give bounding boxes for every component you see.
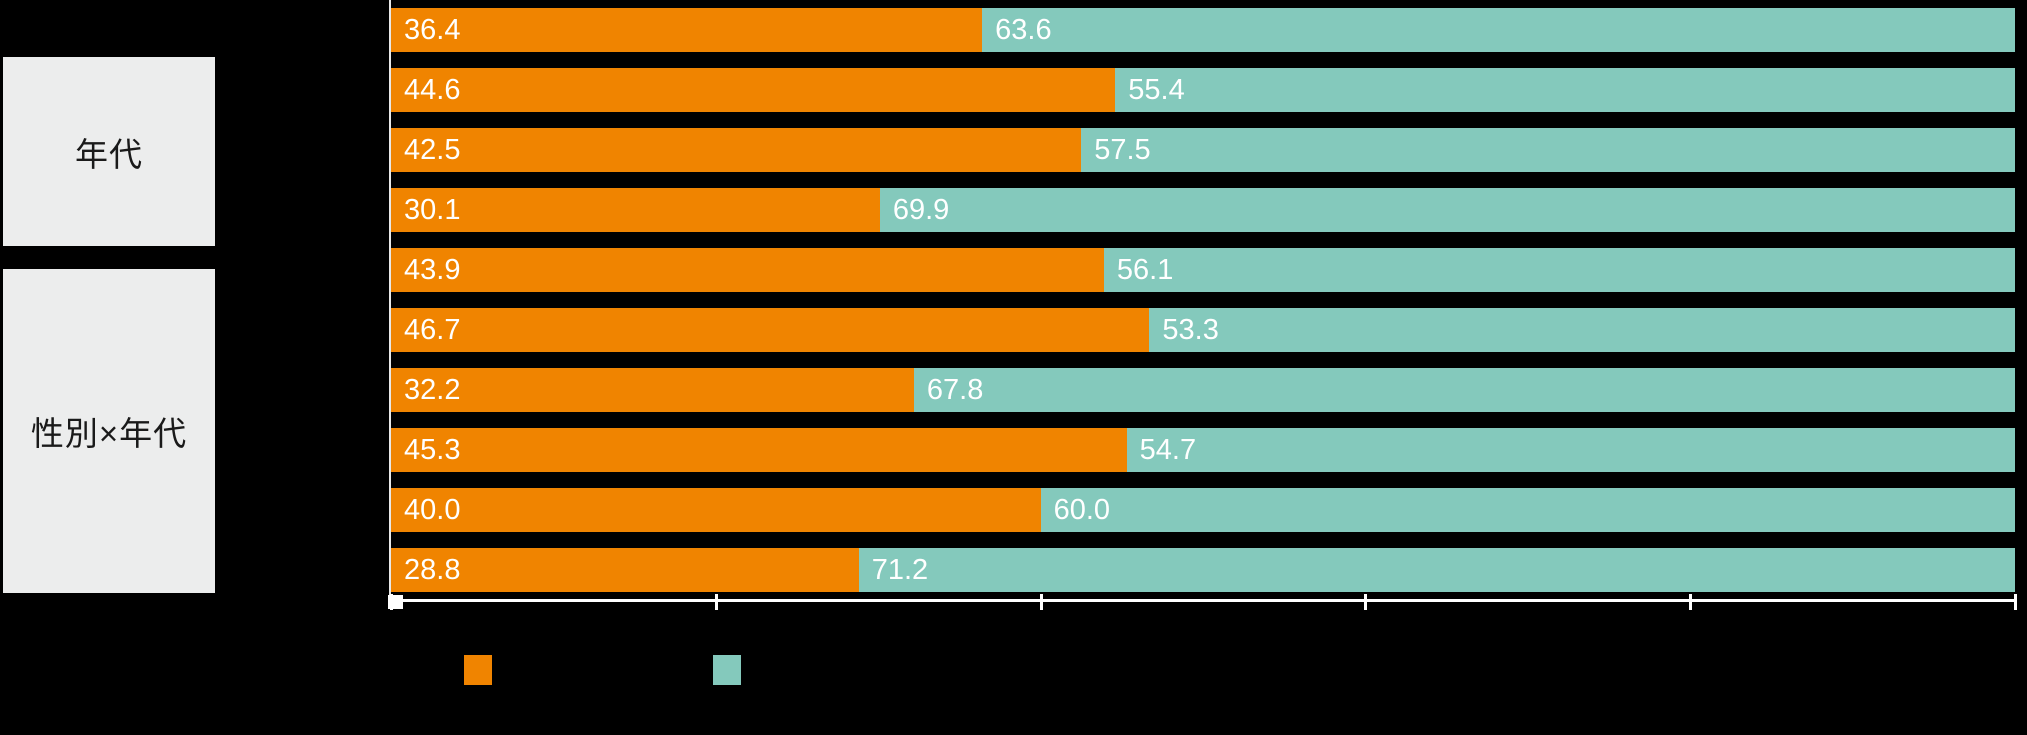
bar-value-label: 44.6 — [404, 73, 461, 106]
row-group-label-age: 年代 — [75, 135, 143, 173]
bar-row: 43.9 56.1 — [391, 248, 2015, 292]
bar-row: 46.7 53.3 — [391, 308, 2015, 352]
bar-segment-orange: 45.3 — [391, 428, 1127, 472]
bar-segment-orange: 30.1 — [391, 188, 880, 232]
bar-value-label: 71.2 — [871, 553, 929, 586]
bar-segment-teal: 55.4 — [1115, 68, 2015, 112]
bar-value-label: 32.2 — [404, 373, 461, 406]
bar-row: 28.8 71.2 — [391, 548, 2015, 592]
bar-row: 30.1 69.9 — [391, 188, 2015, 232]
bar-value-label: 45.3 — [404, 433, 461, 466]
bar-segment-teal: 60.0 — [1040, 488, 2015, 532]
bar-segment-teal: 54.7 — [1126, 428, 2015, 472]
bar-segment-teal: 63.6 — [982, 8, 2015, 52]
x-axis-tick — [1364, 594, 1368, 610]
bar-value-label: 36.4 — [404, 13, 461, 46]
bar-row: 44.6 55.4 — [391, 68, 2015, 112]
bars-container: 36.4 63.6 44.6 55.4 42.5 57.5 30.1 69.9 43.9 56.1… — [391, 0, 2015, 601]
bar-value-label: 55.4 — [1128, 73, 1185, 106]
bar-value-label: 57.5 — [1094, 133, 1151, 166]
bar-value-label: 43.9 — [404, 253, 461, 286]
bar-row: 45.3 54.7 — [391, 428, 2015, 472]
bar-segment-orange: 42.5 — [391, 128, 1082, 172]
x-axis-ticks — [390, 0, 2017, 610]
bar-row: 42.5 57.5 — [391, 128, 2015, 172]
bar-segment-teal: 69.9 — [879, 188, 2015, 232]
bar-value-label: 53.3 — [1162, 313, 1219, 346]
bar-segment-teal: 53.3 — [1149, 308, 2015, 352]
bar-segment-orange: 28.8 — [391, 548, 859, 592]
row-group-label-gender-age: 性別×年代 — [30, 415, 188, 452]
bar-value-label: 63.6 — [995, 13, 1052, 46]
bar-value-label: 42.5 — [404, 133, 461, 166]
legend-swatch-orange — [464, 655, 492, 685]
bar-segment-teal: 56.1 — [1103, 248, 2015, 292]
bar-row: 36.4 63.6 — [391, 8, 2015, 52]
bar-segment-orange: 32.2 — [391, 368, 914, 412]
bar-segment-orange: 43.9 — [391, 248, 1104, 292]
bar-segment-teal: 57.5 — [1081, 128, 2015, 172]
bar-value-label: 54.7 — [1139, 433, 1197, 466]
row-group-box-age: 年代 — [3, 57, 215, 246]
bar-segment-orange: 44.6 — [391, 68, 1116, 112]
axis-origin-marker — [388, 595, 403, 609]
bar-value-label: 40.0 — [404, 493, 461, 526]
x-axis-tick — [1039, 594, 1043, 610]
y-axis-line — [389, 0, 391, 601]
row-group-box-gender-age: 性別×年代 — [3, 269, 215, 593]
x-axis-tick — [2014, 594, 2017, 610]
bar-value-label: 30.1 — [404, 193, 461, 226]
x-axis-tick — [714, 594, 718, 610]
bar-value-label: 69.9 — [892, 193, 950, 226]
bar-row: 32.2 67.8 — [391, 368, 2015, 412]
bar-segment-orange: 40.0 — [391, 488, 1041, 532]
bar-segment-teal: 71.2 — [858, 548, 2015, 592]
bar-value-label: 28.8 — [404, 553, 461, 586]
x-axis-line — [389, 599, 2017, 602]
plot-area: 36.4 63.6 44.6 55.4 42.5 57.5 30.1 69.9 43.9 56.1… — [388, 0, 2017, 610]
bar-value-label: 46.7 — [404, 313, 461, 346]
legend-swatch-teal — [713, 655, 741, 685]
bar-segment-orange: 46.7 — [391, 308, 1150, 352]
bar-segment-teal: 67.8 — [913, 368, 2015, 412]
bar-value-label: 60.0 — [1053, 493, 1111, 526]
x-axis-tick — [1689, 594, 1693, 610]
bar-value-label: 67.8 — [926, 373, 984, 406]
bar-value-label: 56.1 — [1116, 253, 1174, 286]
legend — [0, 640, 2027, 700]
bar-row: 40.0 60.0 — [391, 488, 2015, 532]
bar-segment-orange: 36.4 — [391, 8, 983, 52]
